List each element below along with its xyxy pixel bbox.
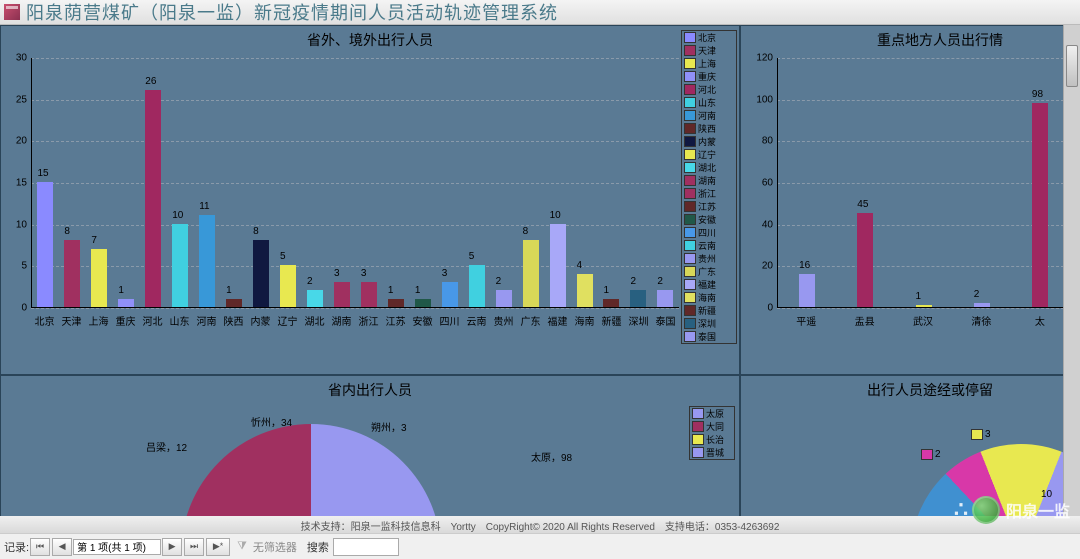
panel-chart2: 重点地方人员出行情 020406080100120 16451298 平遥盂县武…	[740, 25, 1080, 375]
dashboard-content: 省外、境外出行人员 051015202530 15871261011185233…	[0, 25, 1080, 535]
chart1-plot: 051015202530 158712610111852331135281041…	[31, 58, 679, 338]
wechat-icon	[972, 496, 1000, 524]
record-prev-button[interactable]: ◀	[52, 538, 72, 556]
chart2-title: 重点地方人员出行情	[741, 26, 1079, 54]
scroll-thumb[interactable]	[1066, 45, 1078, 87]
record-last-button[interactable]: ⏭	[184, 538, 204, 556]
app-title: 阳泉荫营煤矿（阳泉一监）新冠疫情期间人员活动轨迹管理系统	[26, 0, 558, 25]
app-window: 阳泉荫营煤矿（阳泉一监）新冠疫情期间人员活动轨迹管理系统 省外、境外出行人员 0…	[0, 0, 1080, 559]
watermark: ∴ 阳泉一监	[954, 496, 1070, 524]
footer-text: 技术支持：阳泉一监科技信息科 Yortty CopyRight© 2020 Al…	[301, 518, 780, 533]
search-label: 搜索	[307, 539, 329, 555]
chart3-title: 省内出行人员	[1, 376, 739, 404]
chart4-title: 出行人员途经或停留	[741, 376, 1079, 404]
record-first-button[interactable]: ⏮	[30, 538, 50, 556]
record-navigation-bar: 记录: ⏮ ◀ ▶ ⏭ ▶* ⧩ 无筛选器 搜索	[0, 533, 1080, 559]
filter-label: 无筛选器	[253, 539, 297, 555]
chart1-legend: 北京天津上海重庆河北山东河南陕西内蒙辽宁湖北湖南浙江江苏安徽四川云南贵州广东福建…	[681, 30, 737, 344]
search-input[interactable]	[333, 538, 399, 556]
panel-chart1: 省外、境外出行人员 051015202530 15871261011185233…	[0, 25, 740, 375]
app-icon	[4, 4, 20, 20]
panel-chart3: 省内出行人员 忻州，34吕梁，12朔州，3太原，98 太原大同长治晋城	[0, 375, 740, 535]
chart2-plot: 020406080100120 16451298 平遥盂县武汉清徐太	[777, 58, 1069, 338]
chart3-legend: 太原大同长治晋城	[689, 406, 735, 460]
record-label: 记录:	[4, 539, 29, 555]
record-new-button[interactable]: ▶*	[206, 538, 230, 556]
record-position-input[interactable]	[73, 539, 161, 555]
titlebar: 阳泉荫营煤矿（阳泉一监）新冠疫情期间人员活动轨迹管理系统	[0, 0, 1080, 25]
vertical-scrollbar[interactable]	[1063, 25, 1080, 535]
wechat-dots-icon: ∴	[954, 497, 964, 523]
filter-icon: ⧩	[237, 540, 247, 553]
chart1-title: 省外、境外出行人员	[1, 26, 739, 54]
chart3-plot: 忻州，34吕梁，12朔州，3太原，98	[1, 404, 739, 534]
watermark-text: 阳泉一监	[1006, 498, 1070, 522]
footer-bar: 技术支持：阳泉一监科技信息科 Yortty CopyRight© 2020 Al…	[0, 516, 1080, 534]
record-next-button[interactable]: ▶	[162, 538, 182, 556]
